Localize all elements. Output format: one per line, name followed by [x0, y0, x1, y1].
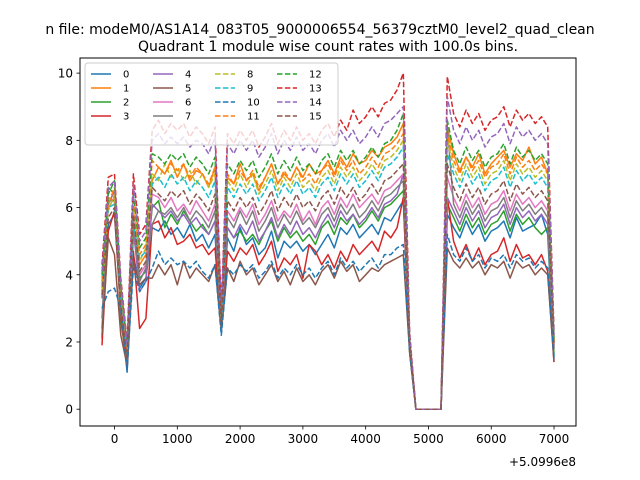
series-line-13 — [101, 72, 555, 410]
y-axis: 0 2 4 6 8 10 — [58, 67, 80, 417]
x-tick-label: 2000 — [225, 432, 256, 446]
legend-entry-12: 12 — [277, 70, 322, 81]
y-tick-label: 6 — [65, 201, 73, 215]
legend-entry-4: 4 — [153, 70, 191, 81]
legend-entry-9: 9 — [215, 84, 253, 95]
legend-entry-5: 5 — [153, 84, 191, 95]
legend-label: 11 — [247, 112, 260, 123]
series-line-8 — [101, 139, 555, 410]
legend-label: 5 — [185, 84, 191, 95]
series-line-6 — [101, 173, 555, 410]
legend-label: 10 — [247, 98, 260, 109]
legend-label: 7 — [185, 112, 191, 123]
x-tick-label: 1000 — [162, 432, 193, 446]
x-axis: 0 1000 2000 3000 4000 5000 6000 7000 — [111, 426, 570, 446]
x-tick-label: 6000 — [476, 432, 507, 446]
legend-entry-8: 8 — [215, 70, 253, 81]
legend-entry-7: 7 — [153, 112, 191, 123]
legend-label: 9 — [247, 84, 253, 95]
series-line-12 — [101, 112, 555, 410]
series-line-7 — [101, 126, 555, 410]
x-tick-label: 3000 — [288, 432, 319, 446]
series-line-4 — [101, 173, 555, 410]
legend-entry-11: 11 — [215, 112, 260, 123]
series-layer — [101, 72, 555, 410]
legend-entry-10: 10 — [215, 98, 260, 109]
legend-label: 2 — [123, 98, 129, 109]
series-line-15 — [101, 163, 555, 410]
y-tick-label: 0 — [65, 403, 73, 417]
legend-entry-6: 6 — [153, 98, 191, 109]
y-tick-label: 2 — [65, 335, 73, 349]
x-tick-label: 5000 — [413, 432, 444, 446]
legend-label: 1 — [123, 84, 129, 95]
figure-suptitle: n file: modeM0/AS1A14_083T05_9000006554_… — [45, 22, 594, 38]
legend-label: 8 — [247, 70, 253, 81]
y-tick-label: 4 — [65, 268, 73, 282]
y-tick-label: 10 — [58, 67, 73, 81]
legend-label: 0 — [123, 70, 129, 81]
legend-label: 13 — [309, 84, 322, 95]
series-line-11 — [101, 132, 555, 410]
series-line-2 — [101, 186, 555, 410]
series-line-9 — [101, 146, 555, 410]
chart-title: Quadrant 1 module wise count rates with … — [138, 39, 518, 55]
legend-entry-1: 1 — [91, 84, 129, 95]
series-line-1 — [101, 122, 555, 410]
legend-label: 14 — [309, 98, 322, 109]
legend-label: 3 — [123, 112, 129, 123]
series-line-3 — [101, 196, 555, 410]
legend-entry-14: 14 — [277, 98, 322, 109]
legend-label: 12 — [309, 70, 322, 81]
series-line-10 — [101, 233, 555, 410]
legend-entry-3: 3 — [91, 112, 129, 123]
legend-label: 6 — [185, 98, 191, 109]
y-tick-label: 8 — [65, 134, 73, 148]
x-tick-label: 0 — [111, 432, 119, 446]
x-tick-label: 7000 — [539, 432, 570, 446]
x-tick-label: 4000 — [350, 432, 381, 446]
legend-box — [84, 62, 339, 146]
legend-entry-0: 0 — [91, 70, 129, 81]
legend-label: 15 — [309, 112, 322, 123]
legend-entry-13: 13 — [277, 84, 322, 95]
series-line-0 — [101, 200, 555, 410]
legend-entry-15: 15 — [277, 112, 322, 123]
plot-frame — [79, 57, 577, 427]
x-offset-label: +5.0996e8 — [509, 455, 576, 469]
legend-entry-2: 2 — [91, 98, 129, 109]
series-line-5 — [101, 237, 555, 410]
legend-label: 4 — [185, 70, 191, 81]
